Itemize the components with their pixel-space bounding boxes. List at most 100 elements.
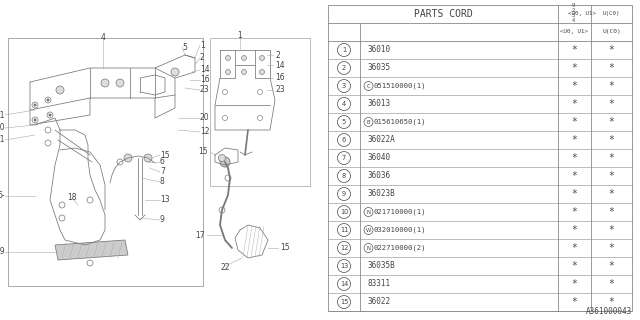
Text: *: * — [609, 99, 614, 109]
Text: 9: 9 — [160, 215, 165, 225]
Circle shape — [337, 79, 351, 92]
Circle shape — [337, 205, 351, 219]
Bar — [210, 38, 310, 186]
Text: N: N — [367, 245, 371, 251]
Circle shape — [56, 86, 64, 94]
Circle shape — [337, 188, 351, 201]
Text: 36010: 36010 — [368, 45, 391, 54]
Text: 11: 11 — [0, 135, 5, 145]
Text: 36023B: 36023B — [368, 189, 396, 198]
Text: 36013: 36013 — [368, 100, 391, 108]
Circle shape — [337, 170, 351, 182]
Text: 1: 1 — [237, 30, 243, 39]
Circle shape — [337, 295, 351, 308]
Text: 5: 5 — [182, 43, 187, 52]
Text: 15: 15 — [280, 244, 290, 252]
Text: *: * — [572, 279, 577, 289]
Text: 23: 23 — [200, 85, 210, 94]
Circle shape — [218, 155, 225, 162]
Circle shape — [116, 79, 124, 87]
Text: *: * — [609, 153, 614, 163]
Text: <U0, U1>: <U0, U1> — [568, 11, 596, 16]
Text: 18: 18 — [67, 194, 77, 203]
Text: *: * — [572, 261, 577, 271]
Circle shape — [337, 242, 351, 254]
Text: 7: 7 — [160, 167, 165, 177]
Circle shape — [337, 260, 351, 273]
Text: *: * — [609, 225, 614, 235]
Text: 032010000(1): 032010000(1) — [374, 227, 426, 233]
Text: PARTS CORD: PARTS CORD — [413, 9, 472, 19]
Circle shape — [364, 117, 373, 126]
Text: C: C — [367, 84, 371, 89]
Text: 2: 2 — [342, 65, 346, 71]
Text: U(C0): U(C0) — [603, 11, 620, 16]
Circle shape — [171, 68, 179, 76]
Circle shape — [220, 157, 230, 167]
Text: 4: 4 — [342, 101, 346, 107]
Text: 36036: 36036 — [368, 172, 391, 180]
Circle shape — [101, 79, 109, 87]
Text: 9: 9 — [342, 191, 346, 197]
Text: *: * — [609, 261, 614, 271]
Text: *: * — [609, 243, 614, 253]
Text: 16: 16 — [200, 76, 210, 84]
Circle shape — [47, 99, 49, 101]
Text: 6: 6 — [160, 157, 165, 166]
Text: 16: 16 — [275, 74, 285, 83]
Text: 13: 13 — [340, 263, 348, 269]
Text: 4: 4 — [100, 34, 106, 43]
Text: *: * — [572, 189, 577, 199]
Text: 20: 20 — [200, 114, 210, 123]
Text: 2: 2 — [200, 53, 205, 62]
Text: 022710000(2): 022710000(2) — [374, 245, 426, 251]
Circle shape — [337, 44, 351, 57]
Circle shape — [364, 82, 373, 91]
Circle shape — [337, 151, 351, 164]
Circle shape — [337, 277, 351, 291]
Text: 7: 7 — [342, 155, 346, 161]
Circle shape — [337, 133, 351, 147]
Text: 5: 5 — [342, 119, 346, 125]
Circle shape — [259, 55, 264, 60]
Text: 2: 2 — [275, 51, 280, 60]
Text: 11: 11 — [340, 227, 348, 233]
Text: 14: 14 — [275, 60, 285, 69]
Circle shape — [259, 69, 264, 75]
Text: 19: 19 — [0, 247, 5, 257]
Text: 8: 8 — [160, 178, 164, 187]
Text: B: B — [367, 119, 371, 124]
Circle shape — [225, 69, 230, 75]
Text: *: * — [572, 63, 577, 73]
Text: 10: 10 — [340, 209, 348, 215]
Text: 36035B: 36035B — [368, 261, 396, 270]
Text: 22: 22 — [220, 263, 230, 273]
Text: 14: 14 — [340, 281, 348, 287]
Text: 12: 12 — [340, 245, 348, 251]
Text: 14: 14 — [200, 66, 210, 75]
Text: *: * — [609, 81, 614, 91]
Circle shape — [337, 98, 351, 110]
Text: 15: 15 — [340, 299, 348, 305]
Text: *: * — [572, 243, 577, 253]
Circle shape — [225, 55, 230, 60]
Text: *: * — [609, 297, 614, 307]
Text: *: * — [609, 279, 614, 289]
Text: 13: 13 — [160, 196, 170, 204]
Text: *: * — [609, 189, 614, 199]
Text: 015610650(1): 015610650(1) — [374, 119, 426, 125]
Circle shape — [337, 223, 351, 236]
Text: 15: 15 — [160, 150, 170, 159]
Text: <U0, U1>: <U0, U1> — [561, 29, 589, 35]
Text: 21: 21 — [0, 110, 5, 119]
Text: *: * — [572, 171, 577, 181]
Text: *: * — [572, 225, 577, 235]
Circle shape — [144, 154, 152, 162]
Text: 12: 12 — [200, 127, 209, 137]
Text: *: * — [609, 63, 614, 73]
Text: *: * — [572, 117, 577, 127]
Circle shape — [364, 244, 373, 252]
Circle shape — [241, 69, 246, 75]
Text: 36040: 36040 — [368, 154, 391, 163]
Text: *: * — [572, 297, 577, 307]
